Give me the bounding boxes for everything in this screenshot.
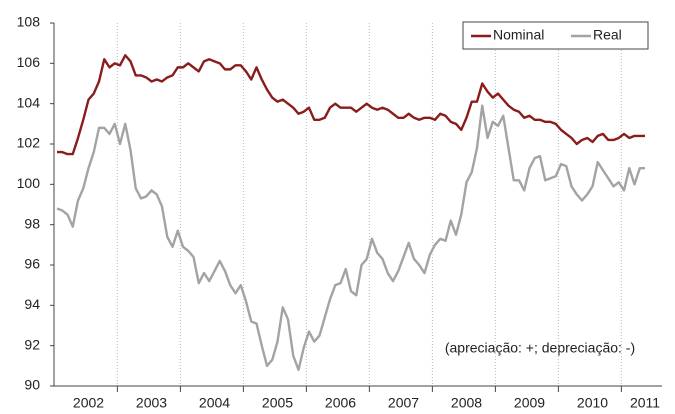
y-tick-label: 100 [17,175,41,191]
y-tick-label: 106 [17,54,41,70]
legend-box [462,21,649,50]
x-tick-label: 2011 [630,395,660,411]
series-line [57,54,645,156]
x-tick-label: 2006 [325,395,356,411]
y-tick-label: 96 [24,256,40,272]
legend-label: Nominal [493,27,544,43]
x-tick-label: 2010 [577,395,608,411]
x-tick-label: 2007 [388,395,419,411]
x-tick-label: 2002 [73,395,104,411]
x-tick-label: 2004 [199,395,230,411]
x-tick-label: 2009 [514,395,545,411]
x-tick-label: 2005 [262,395,293,411]
y-tick-label: 90 [24,377,40,393]
x-tick-label: 2008 [451,395,482,411]
series-line [56,104,645,372]
y-tick-label: 104 [17,94,41,110]
y-tick-label: 92 [24,336,40,352]
annotation: (apreciação: +; depreciação: -) [445,340,635,356]
y-tick-label: 98 [24,215,40,231]
x-tick-label: 2003 [136,395,167,411]
y-tick-label: 102 [17,135,41,151]
y-tick-label: 94 [24,296,40,312]
legend-label: Real [593,27,622,43]
y-tick-label: 108 [17,14,41,30]
